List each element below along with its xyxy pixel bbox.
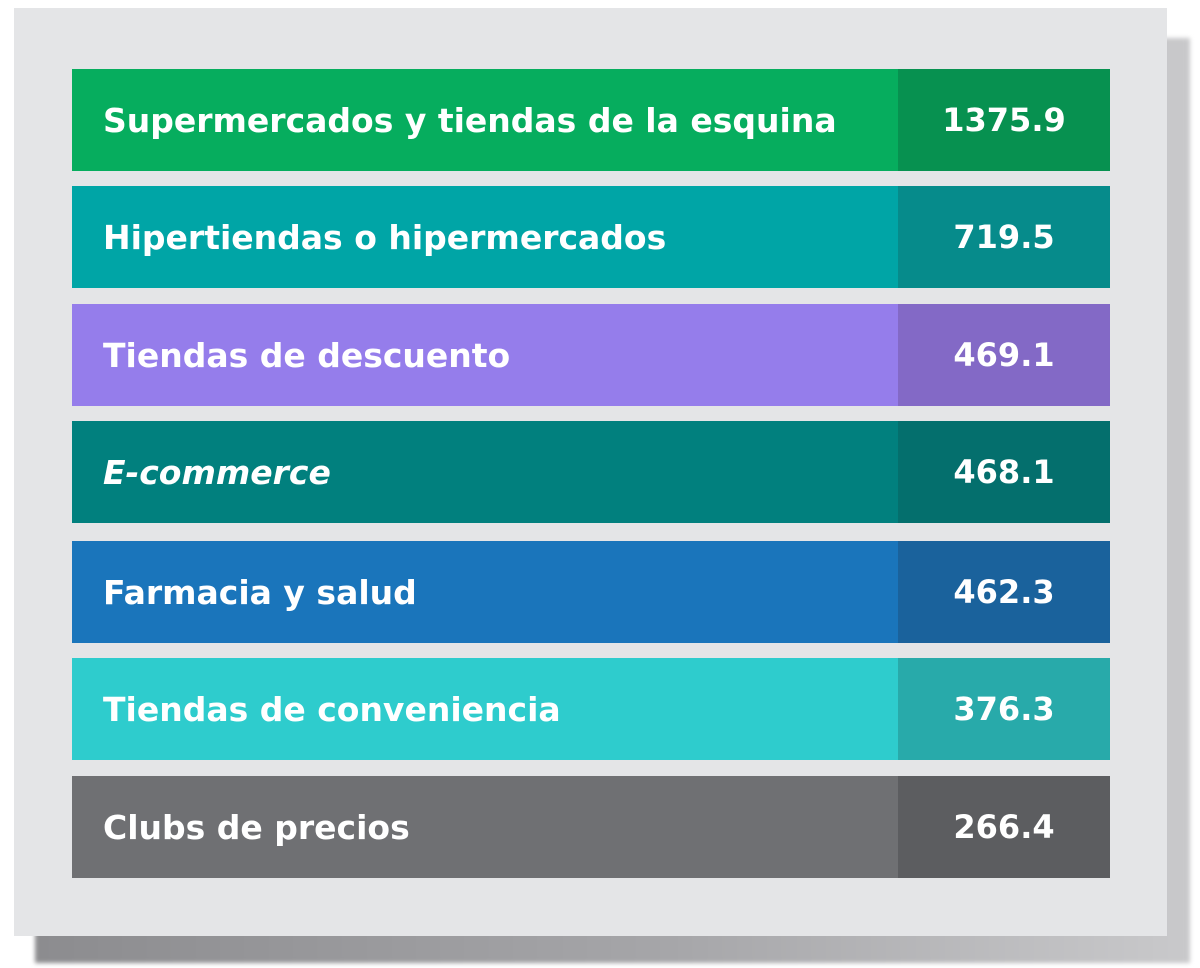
row-value: 469.1 (898, 304, 1110, 406)
table-row: Farmacia y salud 462.3 (72, 541, 1110, 643)
row-label: Hipertiendas o hipermercados (72, 186, 898, 288)
table-row: E-commerce 468.1 (72, 421, 1110, 523)
row-label: Farmacia y salud (72, 541, 898, 643)
table-row: Tiendas de conveniencia 376.3 (72, 658, 1110, 760)
row-label: E-commerce (72, 421, 898, 523)
table-row: Tiendas de descuento 469.1 (72, 304, 1110, 406)
table-row: Supermercados y tiendas de la esquina 13… (72, 69, 1110, 171)
row-value: 376.3 (898, 658, 1110, 760)
row-value: 1375.9 (898, 69, 1110, 171)
row-value: 266.4 (898, 776, 1110, 878)
row-label: Clubs de precios (72, 776, 898, 878)
table-row: Clubs de precios 266.4 (72, 776, 1110, 878)
row-value: 468.1 (898, 421, 1110, 523)
row-label: Tiendas de conveniencia (72, 658, 898, 760)
row-label: Supermercados y tiendas de la esquina (72, 69, 898, 171)
table-row: Hipertiendas o hipermercados 719.5 (72, 186, 1110, 288)
row-value: 462.3 (898, 541, 1110, 643)
row-label: Tiendas de descuento (72, 304, 898, 406)
row-value: 719.5 (898, 186, 1110, 288)
